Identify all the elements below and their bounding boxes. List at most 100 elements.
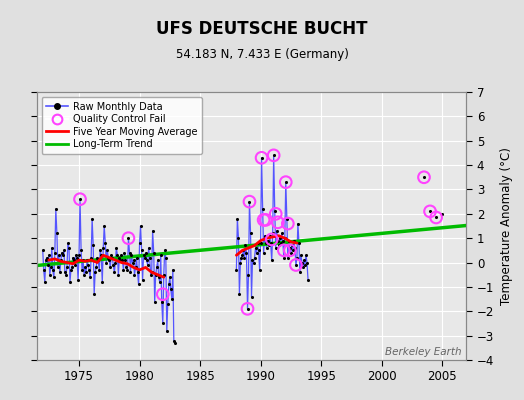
Point (426, 208, 434, 214)
Point (286, 247, 294, 254)
Point (245, 198, 254, 205)
Point (277, 240, 285, 246)
Point (241, 254, 249, 261)
Point (96, 247, 104, 254)
Point (97, 252, 105, 258)
Point (59, 252, 67, 258)
Point (53, 230, 61, 236)
Point (232, 267, 241, 273)
Point (100, 223, 108, 229)
Point (73, 254, 81, 261)
Point (42, 254, 51, 261)
Point (47, 264, 55, 271)
Point (78, 267, 86, 273)
Point (300, 257, 308, 263)
Point (162, 328, 171, 334)
Point (253, 250, 261, 256)
Point (420, 174, 428, 180)
Point (243, 306, 252, 312)
Point (46, 272, 54, 278)
Point (74, 276, 82, 283)
Point (113, 252, 122, 258)
Point (281, 179, 290, 185)
Point (280, 247, 288, 254)
Point (124, 235, 133, 241)
Point (155, 274, 163, 280)
Point (269, 152, 278, 158)
Point (432, 214, 440, 221)
Point (286, 245, 294, 251)
Point (90, 291, 99, 298)
Point (166, 274, 174, 280)
Point (80, 272, 89, 278)
Point (274, 219, 282, 226)
Point (147, 269, 156, 276)
Point (117, 252, 126, 258)
Point (121, 257, 129, 263)
Point (266, 240, 275, 246)
Point (68, 264, 76, 271)
Point (250, 254, 259, 261)
Point (264, 238, 272, 244)
Point (85, 267, 93, 273)
Point (268, 257, 276, 263)
Point (43, 262, 52, 268)
Point (91, 269, 100, 276)
Point (133, 254, 141, 261)
Point (102, 259, 111, 266)
Point (60, 247, 68, 254)
Point (268, 236, 276, 242)
Point (165, 281, 173, 288)
Point (120, 250, 128, 256)
Point (99, 245, 107, 251)
Point (246, 230, 255, 236)
Point (291, 245, 299, 251)
Point (49, 267, 57, 273)
Point (57, 257, 65, 263)
Point (115, 254, 124, 261)
Point (93, 254, 101, 261)
Point (303, 259, 311, 266)
Point (260, 232, 269, 239)
Point (82, 269, 90, 276)
Point (248, 257, 257, 263)
Point (292, 262, 300, 268)
Point (265, 242, 273, 249)
Point (76, 196, 84, 202)
Point (159, 291, 167, 298)
Point (116, 257, 125, 263)
Point (242, 250, 250, 256)
Point (62, 272, 70, 278)
Legend: Raw Monthly Data, Quality Control Fail, Five Year Moving Average, Long-Term Tren: Raw Monthly Data, Quality Control Fail, … (41, 97, 202, 154)
Point (290, 238, 298, 244)
Point (146, 254, 154, 261)
Point (132, 264, 140, 271)
Y-axis label: Temperature Anomaly (°C): Temperature Anomaly (°C) (500, 147, 512, 305)
Point (58, 250, 66, 256)
Point (114, 272, 123, 278)
Point (268, 230, 277, 236)
Point (87, 254, 95, 261)
Point (75, 252, 83, 258)
Point (283, 254, 292, 261)
Point (234, 235, 243, 241)
Point (283, 220, 292, 227)
Point (280, 254, 288, 261)
Point (274, 238, 282, 244)
Point (148, 228, 157, 234)
Point (157, 252, 165, 258)
Point (40, 279, 49, 285)
Point (168, 296, 176, 302)
Point (39, 247, 47, 254)
Point (239, 247, 248, 254)
Point (426, 208, 434, 214)
Point (154, 257, 162, 263)
Point (249, 259, 258, 266)
Point (292, 262, 300, 268)
Point (301, 262, 309, 268)
Point (123, 267, 132, 273)
Point (256, 240, 265, 246)
Point (254, 240, 262, 246)
Point (293, 220, 302, 227)
Point (252, 245, 260, 251)
